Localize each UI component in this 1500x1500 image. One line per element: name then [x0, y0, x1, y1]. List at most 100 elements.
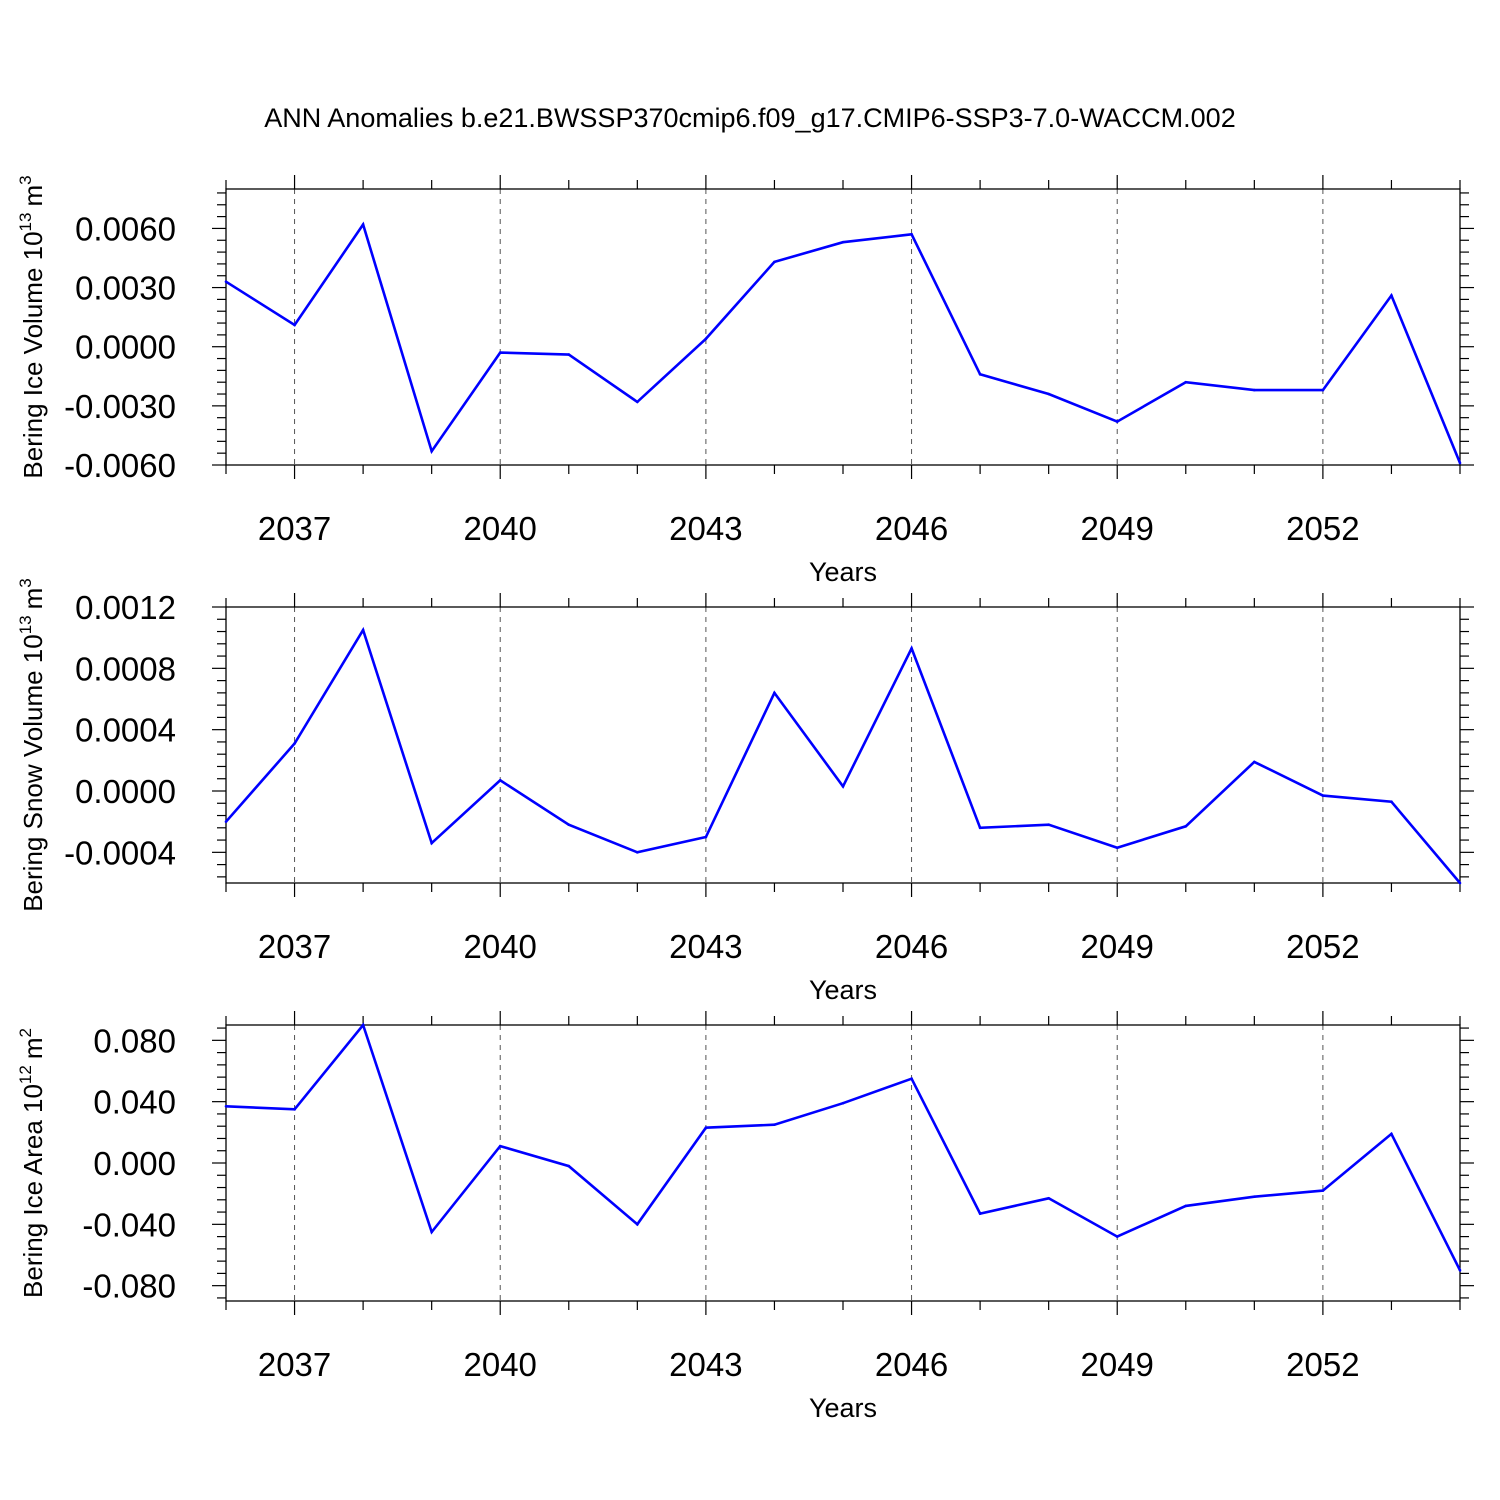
- x-tick-label: 2043: [669, 510, 742, 547]
- data-point: [978, 1212, 982, 1215]
- data-point: [293, 323, 296, 327]
- data-point: [1115, 1235, 1119, 1238]
- data-point: [704, 1126, 708, 1130]
- data-point: [704, 835, 708, 839]
- data-point: [293, 742, 296, 745]
- x-tick-label: 2037: [258, 928, 331, 965]
- x-tick-label: 2052: [1286, 1346, 1359, 1383]
- y-tick-label: 0.0012: [75, 589, 176, 626]
- data-point: [978, 826, 982, 830]
- data-point: [1115, 420, 1119, 423]
- data-point: [636, 1223, 639, 1226]
- data-point: [636, 851, 639, 854]
- data-point: [910, 1077, 913, 1080]
- data-point: [910, 647, 913, 650]
- plot-frame: [225, 188, 1461, 466]
- y-tick-label: 0.040: [93, 1084, 176, 1121]
- y-tick-label: 0.0060: [75, 210, 176, 247]
- y-tick-label: -0.040: [82, 1206, 176, 1243]
- data-point: [1253, 760, 1256, 764]
- y-tick-label: 0.0000: [75, 329, 176, 366]
- data-point: [498, 351, 502, 354]
- data-point: [1184, 1204, 1188, 1208]
- data-point: [1321, 1189, 1325, 1192]
- data-point: [1184, 824, 1188, 828]
- data-point: [1253, 1195, 1256, 1199]
- data-point: [1458, 881, 1462, 885]
- series-line: [225, 221, 1462, 464]
- x-tick-label: 2049: [1081, 928, 1154, 965]
- y-axis-label: Bering Snow Volume 1013m3: [16, 578, 48, 912]
- data-point: [1321, 388, 1325, 392]
- data-point: [1115, 846, 1119, 850]
- x-tick-label: 2046: [875, 510, 948, 547]
- data-point: [224, 1104, 228, 1108]
- data-point: [636, 400, 639, 404]
- x-axis-label: Years: [809, 975, 877, 1005]
- data-point: [361, 628, 365, 632]
- data-point: [841, 240, 845, 244]
- data-point: [224, 280, 228, 283]
- x-tick-label: 2040: [464, 510, 537, 547]
- x-tick-label: 2043: [669, 928, 742, 965]
- data-point: [1390, 294, 1393, 297]
- y-axis-label: Bering Ice Volume 1013m3: [16, 175, 48, 478]
- x-tick-label: 2040: [464, 1346, 537, 1383]
- data-point: [841, 1101, 845, 1105]
- data-point: [498, 1144, 502, 1148]
- data-point: [910, 233, 913, 236]
- data-point: [293, 1108, 296, 1111]
- y-tick-label: 0.080: [93, 1022, 176, 1059]
- x-axis-label: Years: [809, 1393, 877, 1423]
- y-tick-label: -0.0060: [64, 447, 176, 484]
- data-point: [1184, 380, 1188, 384]
- data-point: [361, 223, 365, 226]
- x-tick-label: 2040: [464, 928, 537, 965]
- x-tick-label: 2037: [258, 1346, 331, 1383]
- data-point: [773, 260, 776, 264]
- y-tick-label: -0.0030: [64, 388, 176, 425]
- y-tick-label: 0.0030: [75, 270, 176, 307]
- x-tick-label: 2037: [258, 510, 331, 547]
- x-tick-label: 2043: [669, 1346, 742, 1383]
- y-tick-label: 0.000: [93, 1145, 176, 1182]
- y-tick-label: -0.080: [82, 1268, 176, 1305]
- panel-1: -0.0060 -0.0030 0.0000 0.0030 0.0060 2037 2040…: [16, 175, 1474, 587]
- data-point: [978, 373, 982, 376]
- data-point: [1047, 823, 1050, 827]
- data-point: [1047, 392, 1050, 396]
- x-tick-label: 2049: [1081, 510, 1154, 547]
- data-point: [773, 691, 776, 695]
- x-tick-label: 2046: [875, 1346, 948, 1383]
- y-tick-label: 0.0004: [75, 712, 176, 749]
- data-point: [841, 785, 845, 788]
- figure-title: ANN Anomalies b.e21.BWSSP370cmip6.f09_g1…: [264, 103, 1235, 133]
- x-axis-label: Years: [809, 557, 877, 587]
- data-point: [224, 820, 228, 823]
- data-point: [1321, 794, 1325, 797]
- y-tick-label: -0.0004: [64, 834, 176, 871]
- y-tick-label: 0.0008: [75, 650, 176, 687]
- data-point: [498, 778, 502, 782]
- data-point: [430, 1230, 433, 1234]
- data-point: [567, 1164, 571, 1168]
- panel-2: -0.0004 0.0000 0.0004 0.0008 0.0012 2037 2040 2…: [16, 578, 1474, 1005]
- x-tick-label: 2046: [875, 928, 948, 965]
- plot-frame: [225, 1024, 1461, 1302]
- data-point: [773, 1123, 776, 1126]
- panel-3: -0.080 -0.040 0.000 0.040 0.080 2037 2040 2043 2…: [16, 1011, 1474, 1423]
- plot-frame: [225, 606, 1461, 884]
- data-point: [1253, 388, 1256, 392]
- data-point: [1390, 1132, 1393, 1136]
- data-point: [1458, 1269, 1462, 1272]
- y-tick-label: 0.0000: [75, 773, 176, 810]
- x-tick-label: 2052: [1286, 928, 1359, 965]
- y-axis-label: Bering Ice Area 1012m2: [16, 1028, 48, 1298]
- data-point: [1047, 1196, 1050, 1200]
- series-line: [225, 626, 1461, 884]
- series-line: [225, 1022, 1462, 1271]
- data-point: [704, 337, 708, 341]
- data-point: [567, 823, 571, 827]
- data-point: [430, 841, 433, 845]
